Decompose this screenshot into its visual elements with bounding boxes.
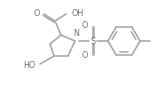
- Text: OH: OH: [71, 9, 83, 17]
- Text: O: O: [82, 21, 88, 31]
- Text: O: O: [82, 52, 88, 60]
- Text: S: S: [90, 37, 96, 46]
- Text: O: O: [34, 9, 40, 17]
- Text: HO: HO: [23, 60, 35, 70]
- Text: N: N: [73, 29, 79, 38]
